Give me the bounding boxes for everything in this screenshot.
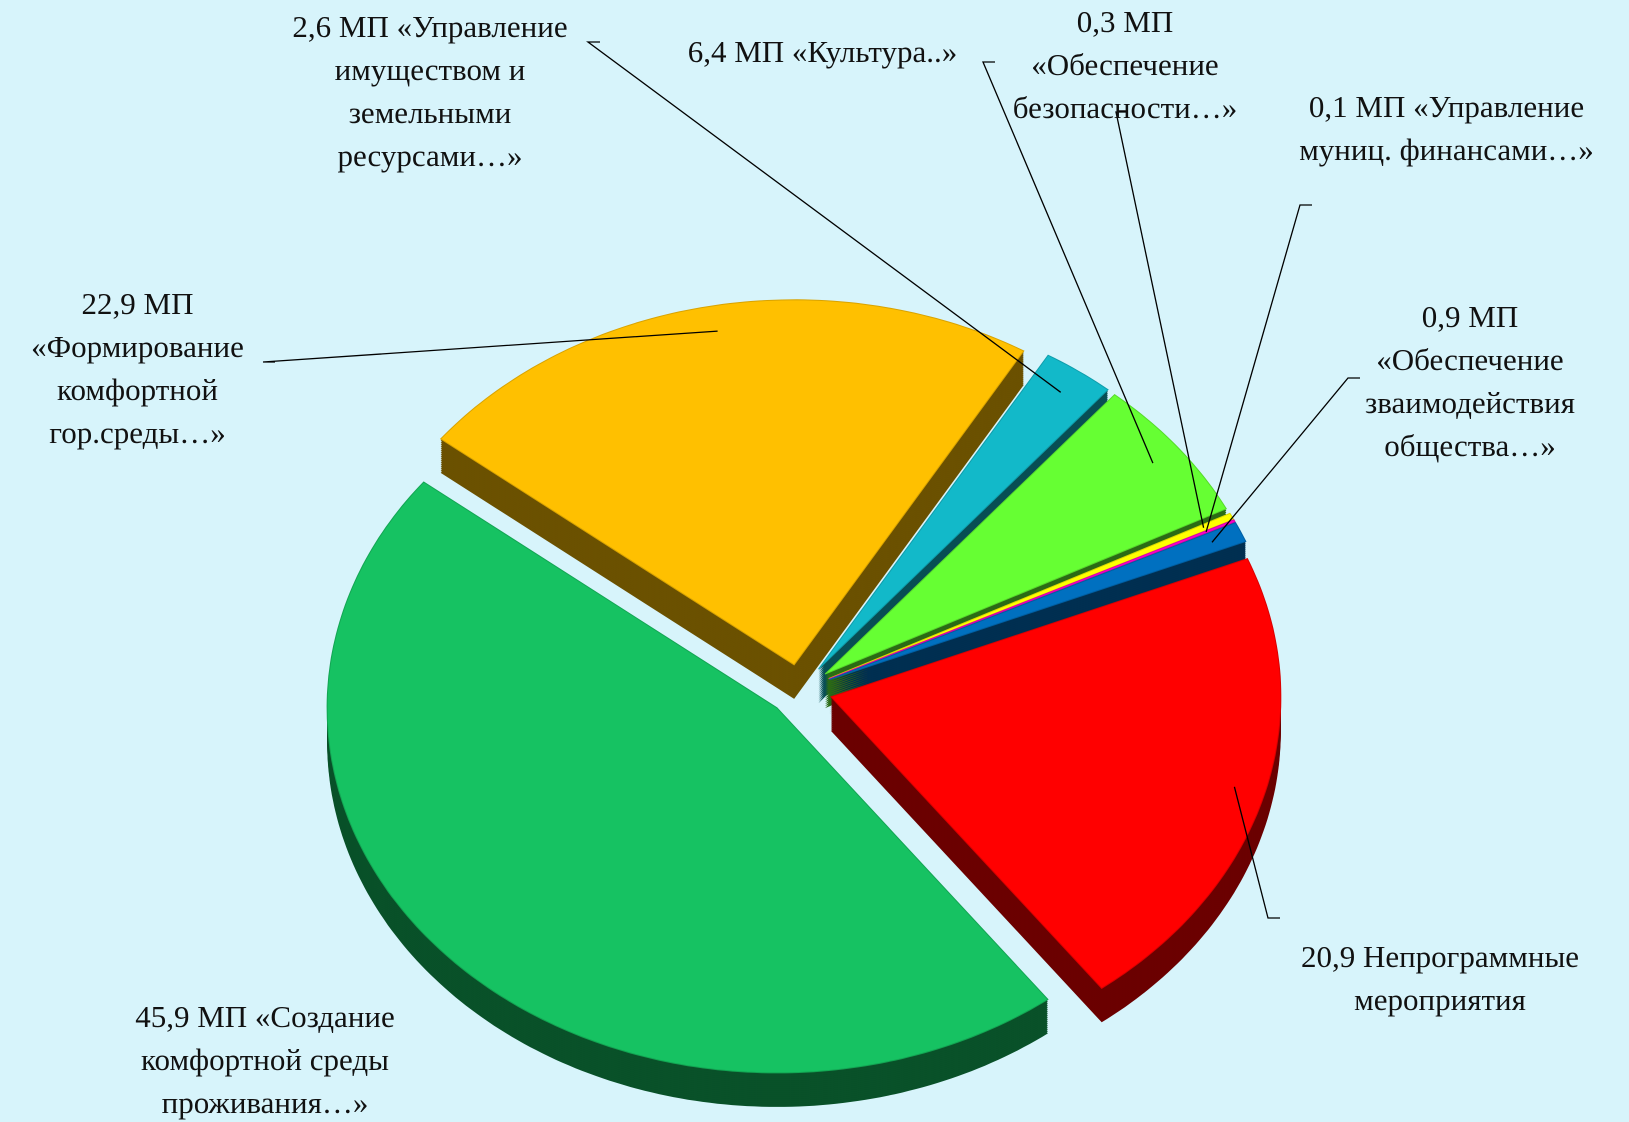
leader-line [586,41,1062,393]
value-label: 0,3 [1076,4,1116,39]
slice [326,481,1049,1074]
data-label: 6,4 МП «Культура..» [650,30,995,73]
data-label: 0,9 МП «Обеспечение зваимодействия общес… [1330,295,1610,467]
category-label: МП «Обеспечение зваимодействия общества…… [1365,299,1575,463]
data-label: 45,9 МП «Создание комфортной среды прожи… [80,995,450,1122]
value-label: 0,1 [1308,89,1348,124]
data-label: 20,9 Непрограммные мероприятия [1255,935,1625,1021]
category-label: МП «Обеспечение безопасности…» [1012,4,1238,125]
data-label: 0,1 МП «Управление муниц. финансами…» [1268,85,1625,171]
category-label: Непрограммные мероприятия [1354,939,1580,1017]
slice [828,519,1236,680]
slice [818,354,1109,670]
value-label: 22,9 [81,286,136,321]
value-label: 0,9 [1421,299,1461,334]
slice [829,521,1247,681]
leader-line [1115,111,1205,528]
category-label: МП «Управление имуществом и земельными р… [334,9,568,173]
slice [439,299,1025,666]
data-label: 2,6 МП «Управление имуществом и земельны… [255,5,605,177]
category-label: МП «Формирование комфортной гор.среды…» [31,286,244,450]
leader-line [1233,786,1280,919]
category-label: МП «Культура..» [734,34,958,69]
leader-line [1205,204,1312,533]
leader-line [262,330,718,363]
leader-line [1211,377,1360,543]
value-label: 20,9 [1300,939,1356,974]
value-label: 45,9 [135,999,190,1034]
slice [829,557,1282,989]
category-label: МП «Управление муниц. финансами…» [1299,89,1594,167]
leader-line [982,61,1154,464]
category-label: МП «Создание комфортной среды проживания… [141,999,395,1120]
value-label: 6,4 [687,34,727,69]
data-label: 22,9 МП «Формирование комфортной гор.сре… [0,282,275,454]
data-label: 0,3 МП «Обеспечение безопасности…» [980,0,1270,129]
slice [824,393,1228,675]
value-label: 2,6 [292,9,332,44]
